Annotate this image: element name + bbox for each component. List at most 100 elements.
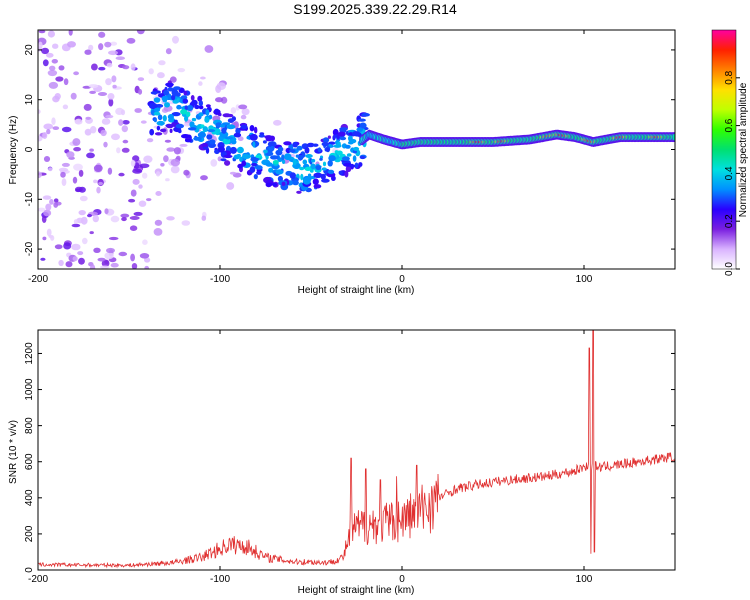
spectrogram-speckle — [77, 251, 84, 256]
spectrogram-blob — [153, 107, 161, 113]
spectrogram-speckle — [89, 148, 94, 152]
spectrogram-speckle — [61, 162, 70, 167]
spectrogram-speckle — [163, 155, 169, 163]
spectrogram-blob — [193, 136, 202, 141]
spectrogram-x-ticks: -200 -100 0 100 — [28, 30, 593, 285]
spectrogram-blob — [262, 140, 267, 144]
spectrogram-blob — [220, 158, 227, 162]
spectrogram-speckle — [84, 128, 92, 136]
colorbar-tick-label: 0.2 — [724, 214, 735, 228]
spectrogram-speckle — [126, 37, 136, 44]
spectrogram-speckle — [140, 120, 147, 124]
y-tick-label: 10 — [24, 94, 35, 106]
spectrogram-blob — [249, 125, 255, 132]
spectrogram-blob — [171, 112, 181, 117]
snr-y-ticks: 0 200 400 600 800 1000 1200 — [24, 342, 675, 573]
spectrogram-blob — [163, 89, 170, 96]
spectrogram-blob — [353, 146, 360, 151]
spectrogram-speckle — [142, 172, 148, 179]
spectrogram-speckle — [88, 84, 99, 89]
spectrogram-blob — [326, 172, 336, 178]
spectrogram-blob — [187, 127, 197, 131]
spectrogram-blob — [338, 170, 343, 175]
spectrogram-blob — [312, 143, 319, 147]
spectrogram-blob — [191, 117, 197, 122]
spectrogram-speckle — [89, 231, 94, 235]
spectrogram-blob — [184, 115, 189, 122]
spectrogram-speckle — [92, 215, 100, 223]
y-tick-label: 600 — [24, 453, 35, 470]
spectrogram-blob — [214, 108, 220, 114]
spectrogram-speckle — [143, 155, 153, 163]
spectrogram-blob — [226, 124, 236, 130]
spectrogram-speckle — [42, 132, 48, 139]
spectrogram-speckle — [46, 52, 54, 58]
spectrogram-speckle — [130, 189, 137, 197]
spectrogram-blob — [209, 139, 216, 145]
spectrogram-speckle — [101, 118, 111, 125]
spectrogram-speckle — [46, 128, 51, 135]
spectrogram-speckle — [130, 253, 136, 262]
y-tick-label: 1200 — [24, 342, 35, 365]
spectrogram-speckle — [58, 65, 65, 71]
spectrogram-speckle — [104, 208, 109, 215]
spectrogram-blob — [289, 172, 296, 180]
spectrogram-speckle — [74, 118, 83, 125]
spectrogram-speckle — [43, 123, 53, 130]
spectrogram-speckle — [63, 242, 72, 250]
spectrogram-speckle — [179, 143, 188, 147]
spectrogram-blob — [249, 133, 258, 141]
snr-series-line — [38, 330, 675, 569]
spectrogram-blob — [224, 136, 233, 140]
spectrogram-speckle — [132, 155, 140, 162]
spectrogram-speckle — [76, 217, 84, 224]
spectrogram-speckle — [158, 60, 166, 66]
spectrogram-blob — [222, 138, 231, 145]
spectrogram-speckle — [144, 265, 149, 269]
spectrogram-speckle — [120, 213, 130, 218]
spectrogram-blob — [252, 141, 256, 148]
snr-plot-area — [38, 330, 675, 569]
spectrogram-speckle — [93, 164, 103, 172]
spectrogram-speckle — [107, 93, 115, 100]
spectrogram-blob — [156, 125, 161, 131]
spectrogram-speckle — [132, 168, 143, 174]
spectrogram-speckle — [165, 178, 170, 182]
spectrogram-blob — [313, 172, 323, 178]
spectrogram-blob — [194, 104, 200, 110]
spectrogram-speckle — [118, 251, 128, 257]
spectrogram-blob — [348, 135, 353, 142]
spectrogram-blob — [167, 87, 174, 92]
spectrogram-speckle — [53, 198, 59, 203]
spectrogram-blob — [160, 128, 167, 133]
spectrogram-blob — [227, 113, 234, 118]
spectrogram-blob — [359, 155, 366, 160]
spectrogram-blob — [201, 142, 208, 148]
spectrogram-speckle — [204, 45, 214, 53]
spectrogram-speckle — [91, 63, 98, 71]
spectrogram-blob — [249, 166, 256, 173]
spectrogram-blob — [236, 146, 244, 154]
spectrogram-speckle — [108, 236, 119, 241]
spectrogram-speckle — [97, 92, 108, 96]
spectrogram-speckle — [75, 188, 82, 193]
spectrogram-blob — [205, 109, 210, 116]
spectrogram-speckle — [48, 81, 59, 89]
spectrogram-speckle — [134, 108, 142, 113]
spectrogram-speckle — [97, 257, 106, 262]
spectrogram-blob — [265, 182, 273, 187]
spectrogram-blob — [167, 114, 174, 120]
x-tick-label: -100 — [210, 274, 230, 285]
spectrogram-blob — [321, 167, 327, 171]
spectrogram-speckle — [46, 228, 52, 237]
colorbar: 0.0 0.2 0.4 0.6 0.8 Normalized spectral ampl… — [711, 29, 749, 276]
spectrogram-speckle — [155, 191, 162, 196]
spectrogram-speckle — [52, 43, 59, 49]
spectrogram-blob — [354, 162, 359, 169]
spectrogram-speckle — [38, 41, 43, 49]
spectrogram-blob — [348, 132, 353, 136]
spectrogram-blob — [359, 122, 367, 129]
spectrogram-speckle — [160, 163, 165, 167]
spectrogram-blob — [324, 147, 330, 152]
